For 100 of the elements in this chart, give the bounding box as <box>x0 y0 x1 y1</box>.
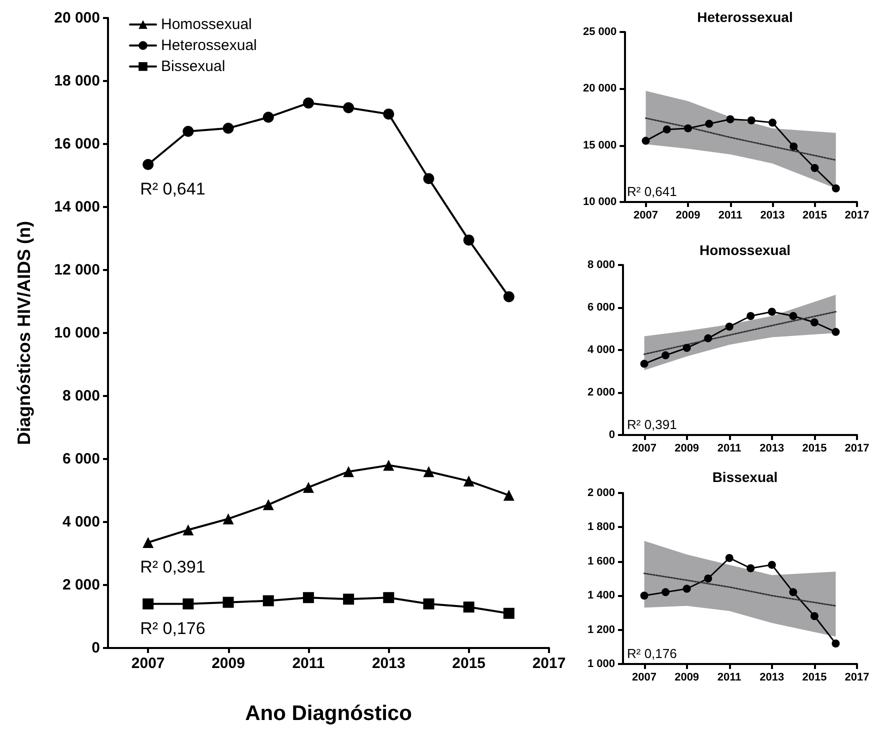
y-tick-label: 20 000 <box>582 82 617 95</box>
point <box>790 142 798 150</box>
x-tick-label: 2009 <box>676 210 700 222</box>
x-tick-label: 2007 <box>632 672 657 684</box>
x-tick-label: 2015 <box>802 210 827 222</box>
point <box>705 120 714 128</box>
point <box>262 499 274 510</box>
point <box>142 536 154 548</box>
x-tick-label: 2011 <box>717 672 742 684</box>
point <box>789 312 798 320</box>
point <box>746 312 755 320</box>
point <box>503 608 514 619</box>
point <box>640 592 648 600</box>
point <box>810 164 819 172</box>
y-tick-label: 4 000 <box>587 344 615 356</box>
y-tick-label: 15 000 <box>582 139 617 152</box>
x-tick-label: 2007 <box>632 442 657 454</box>
point <box>302 98 314 109</box>
point <box>725 554 734 562</box>
point <box>832 184 840 192</box>
annotation: R² 0,641 <box>140 179 206 198</box>
legend-label: Homossexual <box>161 16 252 33</box>
point <box>182 126 194 137</box>
x-tick-label: 2011 <box>718 210 742 222</box>
point <box>704 334 712 342</box>
x-tick-label: 2013 <box>760 672 784 684</box>
point <box>423 466 434 478</box>
y-tick-label: 0 <box>608 429 615 441</box>
point <box>789 588 798 596</box>
point <box>142 158 154 170</box>
point <box>768 118 777 127</box>
point <box>182 598 194 610</box>
y-tick-label: 25 000 <box>582 26 617 38</box>
point <box>383 108 394 120</box>
y-tick-label: 1 400 <box>587 590 615 602</box>
point <box>725 322 734 331</box>
x-tick-label: 2007 <box>634 210 658 222</box>
y-tick-label: 1 000 <box>587 658 615 670</box>
point <box>662 125 671 134</box>
annotation: R² 0,391 <box>140 557 206 576</box>
y-tick-label: 10 000 <box>54 324 100 342</box>
y-tick-label: 6 000 <box>587 302 615 314</box>
x-tick-label: 2009 <box>674 442 700 454</box>
point <box>262 595 274 606</box>
point <box>662 588 670 596</box>
chart-title: Homossexual <box>699 242 791 258</box>
point <box>343 102 354 114</box>
y-tick-label: 6 000 <box>62 450 100 468</box>
point <box>302 592 314 604</box>
point <box>222 122 234 134</box>
line-series <box>645 117 837 161</box>
y-tick-label: 20 000 <box>54 10 100 26</box>
point <box>662 351 670 360</box>
chart-title: Heterossexual <box>697 9 793 25</box>
point <box>142 598 154 610</box>
line-series <box>644 572 836 607</box>
point <box>682 584 691 593</box>
x-axis-title: Ano Diagnóstico <box>245 702 412 725</box>
x-tick-label: 2015 <box>452 655 486 672</box>
y-tick-label: 2 000 <box>587 487 615 499</box>
point <box>747 116 756 124</box>
point <box>768 308 776 316</box>
point <box>704 574 712 582</box>
point <box>832 639 840 648</box>
point <box>383 592 394 604</box>
y-tick-label: 2 000 <box>587 386 615 398</box>
x-tick-label: 2009 <box>212 655 245 672</box>
x-tick-label: 2009 <box>674 672 700 684</box>
point <box>182 524 194 536</box>
y-tick-label: 1 600 <box>587 555 615 568</box>
annotation: R² 0,176 <box>627 646 677 661</box>
x-tick-label: 2015 <box>802 672 827 684</box>
point <box>810 318 818 326</box>
annotation: R² 0,641 <box>627 184 677 199</box>
x-tick-label: 2013 <box>760 442 784 454</box>
point <box>503 291 514 302</box>
point <box>642 136 650 145</box>
point <box>640 360 648 368</box>
legend-label: Heterossexual <box>161 37 257 54</box>
x-tick-label: 2007 <box>131 655 165 672</box>
x-tick-label: 2011 <box>292 655 325 672</box>
y-tick-label: 14 000 <box>54 198 100 216</box>
chart-title: Bissexual <box>712 469 778 485</box>
y-tick-label: 12 000 <box>54 262 100 278</box>
x-tick-label: 2017 <box>532 655 566 672</box>
x-tick-label: 2011 <box>717 442 742 454</box>
point <box>423 598 434 610</box>
point <box>682 344 691 352</box>
point <box>222 513 234 524</box>
y-tick-label: 1 800 <box>587 521 615 534</box>
point <box>832 328 840 336</box>
point <box>768 560 776 569</box>
point <box>343 466 354 478</box>
point <box>222 596 234 608</box>
point <box>343 594 354 605</box>
y-tick-label: 8 000 <box>587 259 615 271</box>
point <box>262 112 274 123</box>
y-axis-title: Diagnósticos HIV/AIDS (n) <box>14 220 34 446</box>
point <box>463 602 474 613</box>
x-tick-label: 2017 <box>844 672 870 684</box>
